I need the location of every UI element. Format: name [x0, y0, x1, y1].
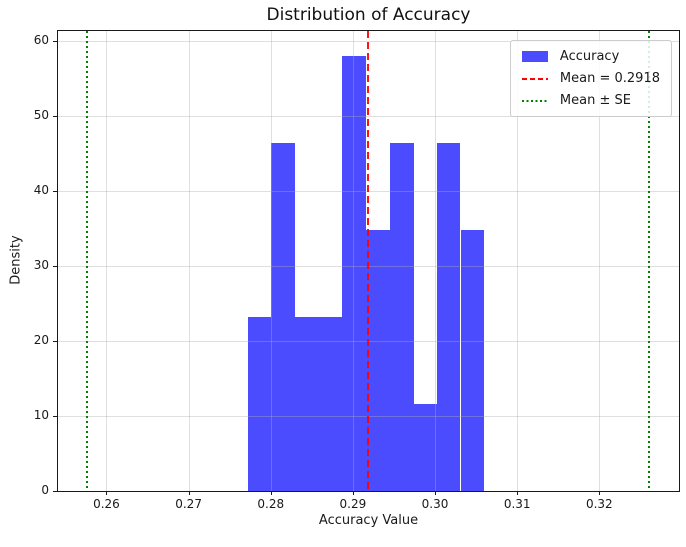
histogram-bar	[342, 55, 367, 491]
gridline-vertical	[517, 31, 519, 491]
y-tick-mark	[53, 491, 57, 492]
x-tick-mark	[435, 491, 437, 495]
x-tick-mark	[352, 491, 354, 495]
legend-entry-mean: Mean = 0.2918	[521, 71, 660, 86]
gridline-vertical	[188, 31, 190, 491]
histogram-bar	[247, 317, 271, 491]
chart-title: Distribution of Accuracy	[266, 5, 471, 25]
x-tick-label: 0.30	[421, 497, 449, 511]
gridline-vertical	[435, 31, 437, 491]
x-tick-mark	[188, 491, 190, 495]
x-tick-label: 0.32	[585, 497, 613, 511]
y-tick-mark	[53, 191, 57, 193]
histogram-bar	[318, 317, 343, 491]
y-tick-label: 50	[33, 108, 49, 123]
y-tick-label: 30	[33, 258, 49, 273]
mean-line	[366, 31, 369, 491]
legend: Accuracy Mean = 0.2918 Mean ± SE	[509, 40, 672, 117]
x-tick-mark	[106, 491, 108, 495]
gridline-vertical	[599, 31, 601, 491]
histogram-bar	[389, 142, 414, 491]
x-tick-mark	[270, 491, 272, 495]
gridline-vertical	[352, 31, 354, 491]
legend-entry-se: Mean ± SE	[521, 93, 660, 108]
y-tick-label: 60	[33, 33, 49, 48]
x-tick-label: 0.29	[339, 497, 367, 511]
x-tick-mark	[599, 491, 601, 495]
x-tick-mark	[517, 491, 519, 495]
y-tick-mark	[53, 266, 57, 268]
legend-entry-accuracy: Accuracy	[521, 49, 660, 64]
y-tick-label: 0	[41, 483, 49, 497]
legend-label-se: Mean ± SE	[559, 93, 631, 108]
x-tick-label: 0.27	[175, 497, 202, 511]
x-axis-label: Accuracy Value	[318, 513, 419, 528]
histogram-bar	[270, 142, 295, 491]
legend-patch-icon	[521, 51, 548, 62]
y-tick-mark	[53, 41, 57, 43]
histogram-bar	[294, 317, 319, 491]
y-tick-label: 10	[33, 408, 49, 423]
histogram-bar	[436, 142, 461, 491]
histogram-bar	[366, 229, 390, 491]
y-tick-label: 40	[33, 183, 49, 198]
x-tick-label: 0.28	[257, 497, 285, 511]
x-tick-label: 0.31	[503, 497, 531, 511]
x-tick-label: 0.26	[93, 497, 120, 511]
legend-dotted-line-icon	[521, 99, 548, 102]
y-tick-mark	[53, 116, 57, 118]
y-tick-mark	[53, 341, 57, 343]
legend-label-mean: Mean = 0.2918	[559, 71, 660, 86]
gridline-vertical	[106, 31, 108, 491]
legend-dashed-line-icon	[521, 77, 548, 80]
y-tick-mark	[53, 416, 57, 418]
plot-area: Accuracy Mean = 0.2918 Mean ± SE 0.26 0.2…	[34, 30, 680, 511]
histogram-bar	[460, 229, 485, 491]
legend-label-accuracy: Accuracy	[559, 49, 620, 64]
y-axis-label: Density	[8, 235, 24, 285]
y-tick-label: 20	[33, 333, 49, 348]
histogram-bar	[413, 404, 437, 491]
mean-plus-se-line	[648, 31, 651, 491]
gridline-vertical	[270, 31, 272, 491]
mean-minus-se-line	[85, 31, 88, 491]
